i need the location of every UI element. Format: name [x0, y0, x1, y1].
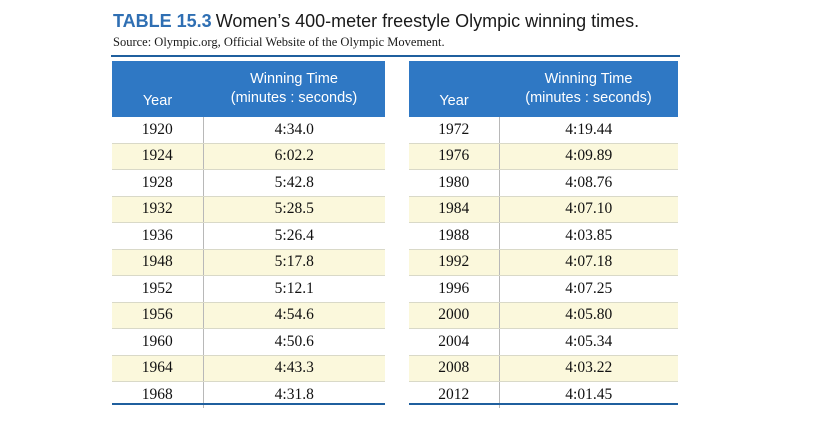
year-cell: 1984	[409, 196, 500, 223]
header-year: Year	[112, 61, 203, 117]
table-row: 1988 4:03.85	[409, 222, 678, 250]
year-cell: 1936	[112, 222, 204, 250]
year-cell: 2004	[409, 328, 500, 356]
header-time-line1: Winning Time	[250, 71, 338, 87]
year-cell: 1928	[112, 169, 204, 197]
year-cell: 1948	[112, 249, 204, 276]
header-winning-time: Winning Time (minutes : seconds)	[203, 61, 385, 117]
table-source: Source: Olympic.org, Official Website of…	[113, 35, 445, 49]
time-cell: 4:01.45	[565, 385, 613, 403]
table-row: 1956 4:54.6	[112, 302, 385, 329]
header-time-line1: Winning Time	[544, 71, 633, 87]
time-cell: 4:03.22	[499, 355, 678, 382]
header-row: Year Winning Time (minutes : seconds)	[112, 61, 385, 117]
table-row: 1920 4:34.0	[112, 117, 385, 144]
time-cell: 4:05.80	[499, 302, 678, 329]
table-row: 2004 4:05.34	[409, 328, 678, 356]
table-row: 1952 5:12.1	[112, 275, 385, 303]
bottom-rule-right	[409, 403, 678, 405]
time-cell: 4:05.34	[499, 328, 678, 356]
time-cell: 4:07.18	[499, 249, 678, 276]
year-cell: 1988	[409, 222, 500, 250]
time-cell: 4:08.76	[499, 169, 678, 197]
year-cell: 2000	[409, 302, 500, 329]
table-row: 1980 4:08.76	[409, 169, 678, 197]
table-title: TABLE 15.3 Women’s 400-meter freestyle Ol…	[113, 11, 639, 32]
table-row: 1972 4:19.44	[409, 117, 678, 144]
year-cell: 1960	[112, 328, 204, 356]
table-row: 1924 6:02.2	[112, 143, 385, 170]
table-row: 1960 4:50.6	[112, 328, 385, 356]
table-row: 1932 5:28.5	[112, 196, 385, 223]
time-cell: 5:17.8	[203, 249, 385, 276]
year-cell: 1924	[112, 143, 204, 170]
time-cell: 6:02.2	[203, 143, 385, 170]
year-cell: 2008	[409, 355, 500, 382]
year-cell: 1976	[409, 143, 500, 170]
table-right-body: 1972 4:19.44 1976 4:09.89 1980 4:08.76 1984 4:0…	[409, 117, 678, 408]
time-cell: 5:12.1	[203, 275, 385, 303]
time-cell: 4:07.25	[499, 275, 678, 303]
table-row: 1984 4:07.10	[409, 196, 678, 223]
time-cell: 4:50.6	[203, 328, 385, 356]
table-row: 2000 4:05.80	[409, 302, 678, 329]
time-cell: 4:09.89	[499, 143, 678, 170]
time-cell: 4:07.10	[499, 196, 678, 223]
table-row: 1992 4:07.18	[409, 249, 678, 276]
time-cell: 4:03.85	[499, 222, 678, 250]
time-cell: 4:34.0	[203, 117, 385, 144]
table-left: Year Winning Time (minutes : seconds) 19…	[112, 61, 385, 408]
time-cell: 5:26.4	[203, 222, 385, 250]
table-number: TABLE 15.3	[113, 11, 212, 31]
header-time-line2: (minutes : seconds)	[230, 90, 358, 106]
table-left-body: 1920 4:34.0 1924 6:02.2 1928 5:42.8 1932 5:28.5…	[112, 117, 385, 408]
table-row: 1928 5:42.8	[112, 169, 385, 197]
time-cell: 4:31.8	[274, 385, 314, 403]
table-row: 2008 4:03.22	[409, 355, 678, 382]
time-cell: 4:19.44	[499, 117, 678, 144]
table-row: 1996 4:07.25	[409, 275, 678, 303]
header-row: Year Winning Time (minutes : seconds)	[409, 61, 678, 117]
time-cell: 5:42.8	[203, 169, 385, 197]
year-cell: 1952	[112, 275, 204, 303]
table-row: 1976 4:09.89	[409, 143, 678, 170]
header-winning-time: Winning Time (minutes : seconds)	[499, 61, 678, 117]
header-year: Year	[409, 61, 499, 117]
table-right: Year Winning Time (minutes : seconds) 19…	[409, 61, 678, 408]
year-cell: 1980	[409, 169, 500, 197]
table-row: 1936 5:26.4	[112, 222, 385, 250]
header-time-line2: (minutes : seconds)	[525, 90, 652, 106]
year-cell: 1956	[112, 302, 204, 329]
year-cell: 1964	[112, 355, 204, 382]
time-cell: 4:54.6	[203, 302, 385, 329]
top-rule	[111, 55, 680, 57]
year-cell: 1992	[409, 249, 500, 276]
bottom-rule-left	[112, 403, 385, 405]
time-cell: 5:28.5	[203, 196, 385, 223]
time-cell: 4:43.3	[203, 355, 385, 382]
year-cell: 1920	[112, 117, 204, 144]
table-caption: Women’s 400-meter freestyle Olympic winn…	[215, 11, 640, 31]
year-cell: 1996	[409, 275, 500, 303]
table-row: 1948 5:17.8	[112, 249, 385, 276]
year-cell: 1972	[409, 117, 500, 144]
year-cell: 1932	[112, 196, 204, 223]
table-row: 1964 4:43.3	[112, 355, 385, 382]
